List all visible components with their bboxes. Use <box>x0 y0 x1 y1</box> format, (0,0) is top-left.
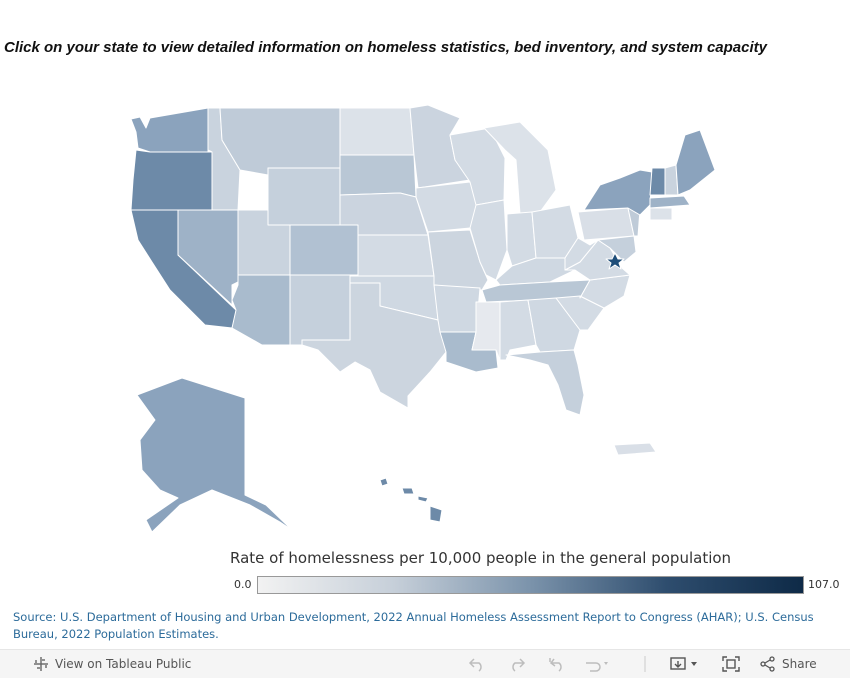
state-hi[interactable] <box>417 495 429 503</box>
source-note: Source: U.S. Department of Housing and U… <box>13 610 814 641</box>
tableau-logo-icon <box>33 656 49 672</box>
state-mt[interactable] <box>219 107 341 176</box>
instruction-text: Click on your state to view detailed inf… <box>4 39 767 56</box>
legend-color-scale <box>257 576 804 594</box>
state-ak[interactable] <box>136 377 293 533</box>
state-il[interactable] <box>469 199 508 281</box>
state-vt[interactable] <box>649 167 666 196</box>
state-ma[interactable] <box>649 195 691 209</box>
state-fl[interactable] <box>505 349 585 416</box>
revert-icon <box>548 656 566 672</box>
state-ar[interactable] <box>433 284 481 333</box>
redo-icon <box>508 656 526 672</box>
download-icon <box>670 656 700 672</box>
state-pa[interactable] <box>577 207 635 241</box>
state-ny[interactable] <box>583 169 653 216</box>
refresh-button[interactable] <box>584 650 612 678</box>
state-md[interactable] <box>597 235 637 263</box>
tableau-toolbar: View on Tableau Public Share <box>0 649 850 678</box>
legend-max-label: 107.0 <box>808 578 840 591</box>
state-tx[interactable] <box>301 282 447 409</box>
state-sc[interactable] <box>555 295 605 331</box>
revert-button[interactable] <box>548 650 566 678</box>
state-me[interactable] <box>675 129 716 196</box>
dc-star-marker[interactable] <box>605 252 625 270</box>
undo-icon <box>468 656 486 672</box>
state-nm[interactable] <box>289 274 351 346</box>
state-hi[interactable] <box>379 477 389 487</box>
state-co[interactable] <box>289 224 359 276</box>
toolbar-divider <box>644 650 646 678</box>
territory-pr[interactable] <box>613 442 657 456</box>
view-on-tableau-label: View on Tableau Public <box>55 657 192 671</box>
view-on-tableau-button[interactable]: View on Tableau Public <box>33 650 191 678</box>
us-choropleth-map <box>130 104 716 533</box>
download-button[interactable] <box>670 650 700 678</box>
state-wa[interactable] <box>130 107 209 153</box>
fullscreen-icon <box>722 656 740 672</box>
share-label: Share <box>782 657 817 671</box>
state-az[interactable] <box>231 274 291 346</box>
state-ks[interactable] <box>357 234 435 277</box>
legend-title: Rate of homelessness per 10,000 people i… <box>230 549 732 567</box>
state-or[interactable] <box>130 149 213 211</box>
fullscreen-button[interactable] <box>722 650 740 678</box>
state-hi[interactable] <box>401 487 415 495</box>
undo-button[interactable] <box>468 650 486 678</box>
share-button[interactable]: Share <box>760 650 817 678</box>
state-hi[interactable] <box>429 505 443 523</box>
state-nd[interactable] <box>339 107 415 156</box>
redo-button[interactable] <box>508 650 526 678</box>
state-wy[interactable] <box>267 167 341 226</box>
state-sd[interactable] <box>339 154 417 198</box>
state-in[interactable] <box>506 211 537 267</box>
state-ct[interactable] <box>649 207 673 221</box>
legend-min-label: 0.0 <box>234 578 252 591</box>
share-icon <box>760 656 776 672</box>
refresh-icon <box>584 656 612 672</box>
